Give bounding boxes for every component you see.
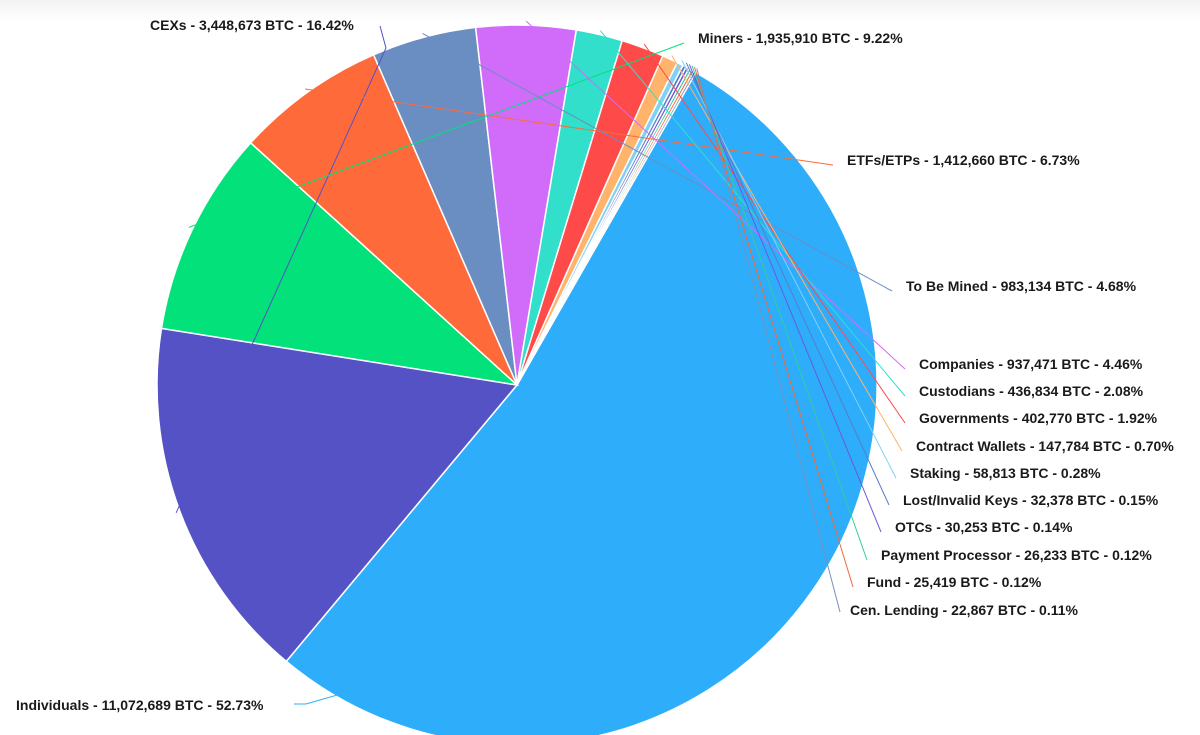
label-otcs: OTCs - 30,253 BTC - 0.14%: [895, 519, 1073, 535]
leader-line-governments: [643, 43, 906, 424]
leader-lines: [175, 20, 906, 705]
leader-line-lost-invalid-keys: [685, 62, 890, 506]
leader-line-fund: [694, 67, 854, 588]
slice-cexs[interactable]: [156, 327, 519, 663]
label-to-be-mined: To Be Mined - 983,134 BTC - 4.68%: [906, 278, 1137, 294]
leader-line-cen-lending: [696, 68, 841, 613]
pie-slices: [156, 24, 878, 735]
leader-line-to-be-mined: [422, 33, 893, 292]
label-custodians: Custodians - 436,834 BTC - 2.08%: [919, 383, 1144, 399]
leader-line-miners: [188, 42, 685, 228]
label-cexs: CEXs - 3,448,673 BTC - 16.42%: [150, 17, 354, 33]
leader-line-companies: [525, 20, 906, 370]
label-cen-lending: Cen. Lending - 22,867 BTC - 0.11%: [850, 602, 1079, 618]
leader-line-custodians: [599, 30, 906, 397]
label-contract-wallets: Contract Wallets - 147,784 BTC - 0.70%: [916, 438, 1174, 454]
label-governments: Governments - 402,770 BTC - 1.92%: [919, 410, 1158, 426]
leader-line-cexs: [175, 25, 387, 513]
label-miners: Miners - 1,935,910 BTC - 9.22%: [698, 30, 903, 46]
leader-line-otcs: [688, 64, 882, 533]
slice-etfs-etps[interactable]: [249, 53, 518, 386]
label-lost-invalid-keys: Lost/Invalid Keys - 32,378 BTC - 0.15%: [903, 492, 1159, 508]
slice-labels: Individuals - 11,072,689 BTC - 52.73% CEX…: [16, 17, 1174, 713]
label-fund: Fund - 25,419 BTC - 0.12%: [867, 574, 1042, 590]
label-individuals: Individuals - 11,072,689 BTC - 52.73%: [16, 697, 264, 713]
slice-miners[interactable]: [160, 141, 520, 387]
label-etfs-etps: ETFs/ETPs - 1,412,660 BTC - 6.73%: [847, 152, 1080, 168]
label-companies: Companies - 937,471 BTC - 4.46%: [919, 356, 1143, 372]
slice-individuals[interactable]: [285, 71, 878, 735]
leader-line-contract-wallets: [671, 55, 903, 452]
label-payment-processor: Payment Processor - 26,233 BTC - 0.12%: [881, 547, 1152, 563]
leader-line-payment-processor: [691, 65, 868, 561]
label-staking: Staking - 58,813 BTC - 0.28%: [910, 465, 1101, 481]
leader-line-etfs-etps: [305, 88, 834, 166]
leader-line-individuals: [294, 567, 780, 705]
